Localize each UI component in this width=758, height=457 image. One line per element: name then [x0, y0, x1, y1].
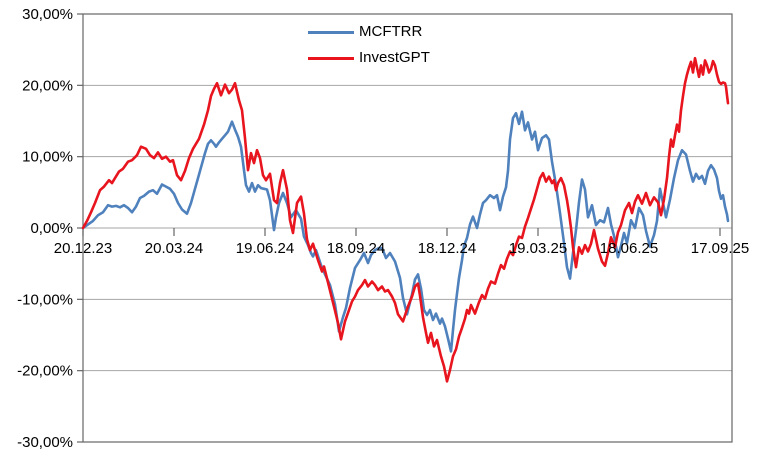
x-axis-label: 19.06.24	[236, 240, 294, 257]
x-axis-label: 18.12.24	[418, 240, 476, 257]
y-axis-label: -10,00%	[17, 291, 73, 308]
y-axis-label: 0,00%	[30, 220, 73, 237]
y-axis-label: -30,00%	[17, 434, 73, 451]
x-axis-label: 19.03.25	[509, 240, 567, 257]
mcftrr-line-swatch	[308, 30, 354, 34]
y-axis-label: 20,00%	[22, 77, 73, 94]
y-axis-label: 30,00%	[22, 6, 73, 23]
x-axis-label: 20.12.23	[54, 240, 112, 257]
series-line-mcftrr	[81, 110, 730, 353]
investgpt-line-swatch	[308, 56, 354, 60]
legend-label-investgpt: InvestGPT	[359, 49, 430, 66]
y-axis-label: 10,00%	[22, 149, 73, 166]
x-axis-label: 18.06.25	[600, 240, 658, 257]
legend-item-mcftrr: MCFTRR	[308, 24, 422, 40]
y-axis-label: -20,00%	[17, 363, 73, 380]
x-axis-label: 18.09.24	[327, 240, 385, 257]
x-axis-label: 20.03.24	[145, 240, 203, 257]
series-line-investgpt	[81, 56, 730, 383]
legend-label-mcftrr: MCFTRR	[359, 23, 423, 40]
x-axis-label: 17.09.25	[691, 240, 749, 257]
legend-item-investgpt: InvestGPT	[308, 50, 430, 66]
